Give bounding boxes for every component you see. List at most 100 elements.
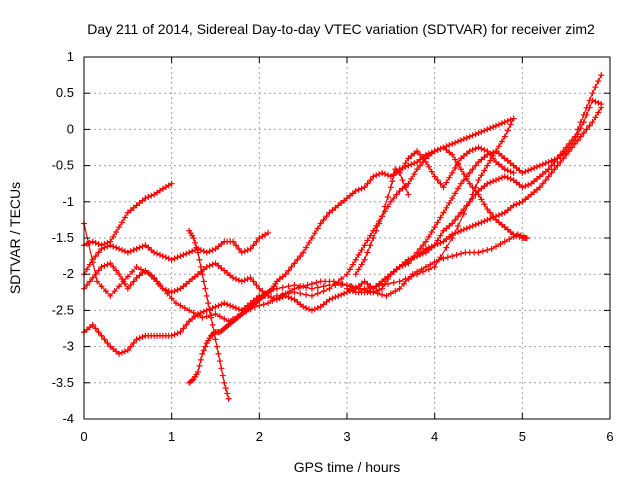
data-point: [120, 278, 127, 285]
data-point: [449, 220, 456, 227]
data-point: [203, 292, 210, 299]
data-point: [402, 276, 409, 283]
data-point: [455, 138, 462, 145]
data-point: [146, 271, 153, 278]
data-point: [501, 119, 508, 126]
data-point: [282, 271, 289, 278]
data-point: [495, 175, 502, 182]
y-tick-label: -1.5: [52, 230, 74, 245]
data-point: [297, 290, 304, 297]
data-point: [419, 155, 426, 162]
data-point: [186, 249, 193, 256]
data-point: [308, 292, 315, 299]
series-line: [399, 146, 514, 188]
data-point: [539, 180, 546, 187]
data-point: [507, 175, 514, 182]
data-point: [168, 295, 175, 302]
data-point: [367, 242, 374, 249]
data-point: [390, 195, 397, 202]
data-point: [218, 365, 225, 372]
data-point: [113, 244, 120, 251]
data-point: [121, 214, 128, 221]
data-point: [469, 166, 476, 173]
data-point: [484, 162, 491, 169]
data-point: [186, 307, 193, 314]
x-tick-label: 5: [519, 429, 526, 444]
data-point: [83, 266, 90, 273]
data-point: [525, 181, 532, 188]
data-point: [440, 184, 447, 191]
x-tick-label: 2: [256, 429, 263, 444]
data-point: [256, 302, 263, 309]
data-point: [111, 288, 118, 295]
data-point: [339, 280, 346, 287]
data-point: [425, 233, 432, 240]
data-point: [367, 284, 374, 291]
data-point: [238, 278, 245, 285]
data-point: [507, 121, 514, 128]
data-point: [493, 148, 500, 155]
data-point: [332, 294, 339, 301]
data-point: [393, 191, 400, 198]
data-point: [402, 160, 409, 167]
data-point: [373, 172, 380, 179]
data-point: [300, 303, 307, 310]
data-point: [279, 291, 286, 298]
data-point: [469, 222, 476, 229]
data-point: [320, 216, 327, 223]
data-point: [98, 332, 105, 339]
data-point: [455, 213, 462, 220]
series-layer: [81, 72, 605, 402]
y-axis-label: SDTVAR / TECUs: [7, 182, 23, 294]
data-point: [446, 200, 453, 207]
data-point: [124, 347, 131, 354]
data-point: [110, 243, 117, 250]
series-s3: [81, 229, 272, 278]
data-point: [383, 292, 390, 299]
data-point: [422, 158, 429, 165]
data-point: [427, 261, 434, 268]
data-point: [419, 250, 426, 257]
data-point: [507, 168, 514, 175]
data-point: [367, 177, 374, 184]
data-point: [457, 250, 464, 257]
data-point: [197, 263, 204, 270]
data-point: [136, 244, 143, 251]
data-point: [478, 128, 485, 135]
data-point: [373, 227, 380, 234]
data-point: [227, 302, 234, 309]
data-point: [338, 282, 345, 289]
data-point: [215, 302, 222, 309]
data-point: [522, 183, 529, 190]
y-tick-label: -3.5: [52, 375, 74, 390]
series-s11: [273, 144, 530, 299]
data-point: [405, 180, 412, 187]
data-point: [504, 117, 511, 124]
data-point: [180, 251, 187, 258]
data-point: [244, 276, 251, 283]
data-point: [501, 173, 508, 180]
data-point: [173, 300, 180, 307]
data-point: [211, 329, 218, 336]
data-point: [402, 184, 409, 191]
data-point: [89, 321, 96, 328]
data-point: [136, 335, 143, 342]
data-point: [580, 111, 587, 118]
data-point: [525, 167, 532, 174]
data-point: [384, 280, 391, 287]
x-tick-label: 4: [431, 429, 438, 444]
series-s1: [81, 180, 175, 249]
data-point: [268, 294, 275, 301]
data-point: [428, 168, 435, 175]
data-point: [133, 245, 140, 252]
data-point: [466, 133, 473, 140]
data-point: [209, 261, 216, 268]
data-point: [463, 225, 470, 232]
data-point: [355, 186, 362, 193]
data-point: [417, 151, 424, 158]
series-s7: [186, 227, 232, 402]
data-point: [199, 271, 206, 278]
data-point: [213, 343, 220, 350]
data-point: [116, 245, 123, 252]
x-axis-label: GPS time / hours: [294, 459, 401, 475]
